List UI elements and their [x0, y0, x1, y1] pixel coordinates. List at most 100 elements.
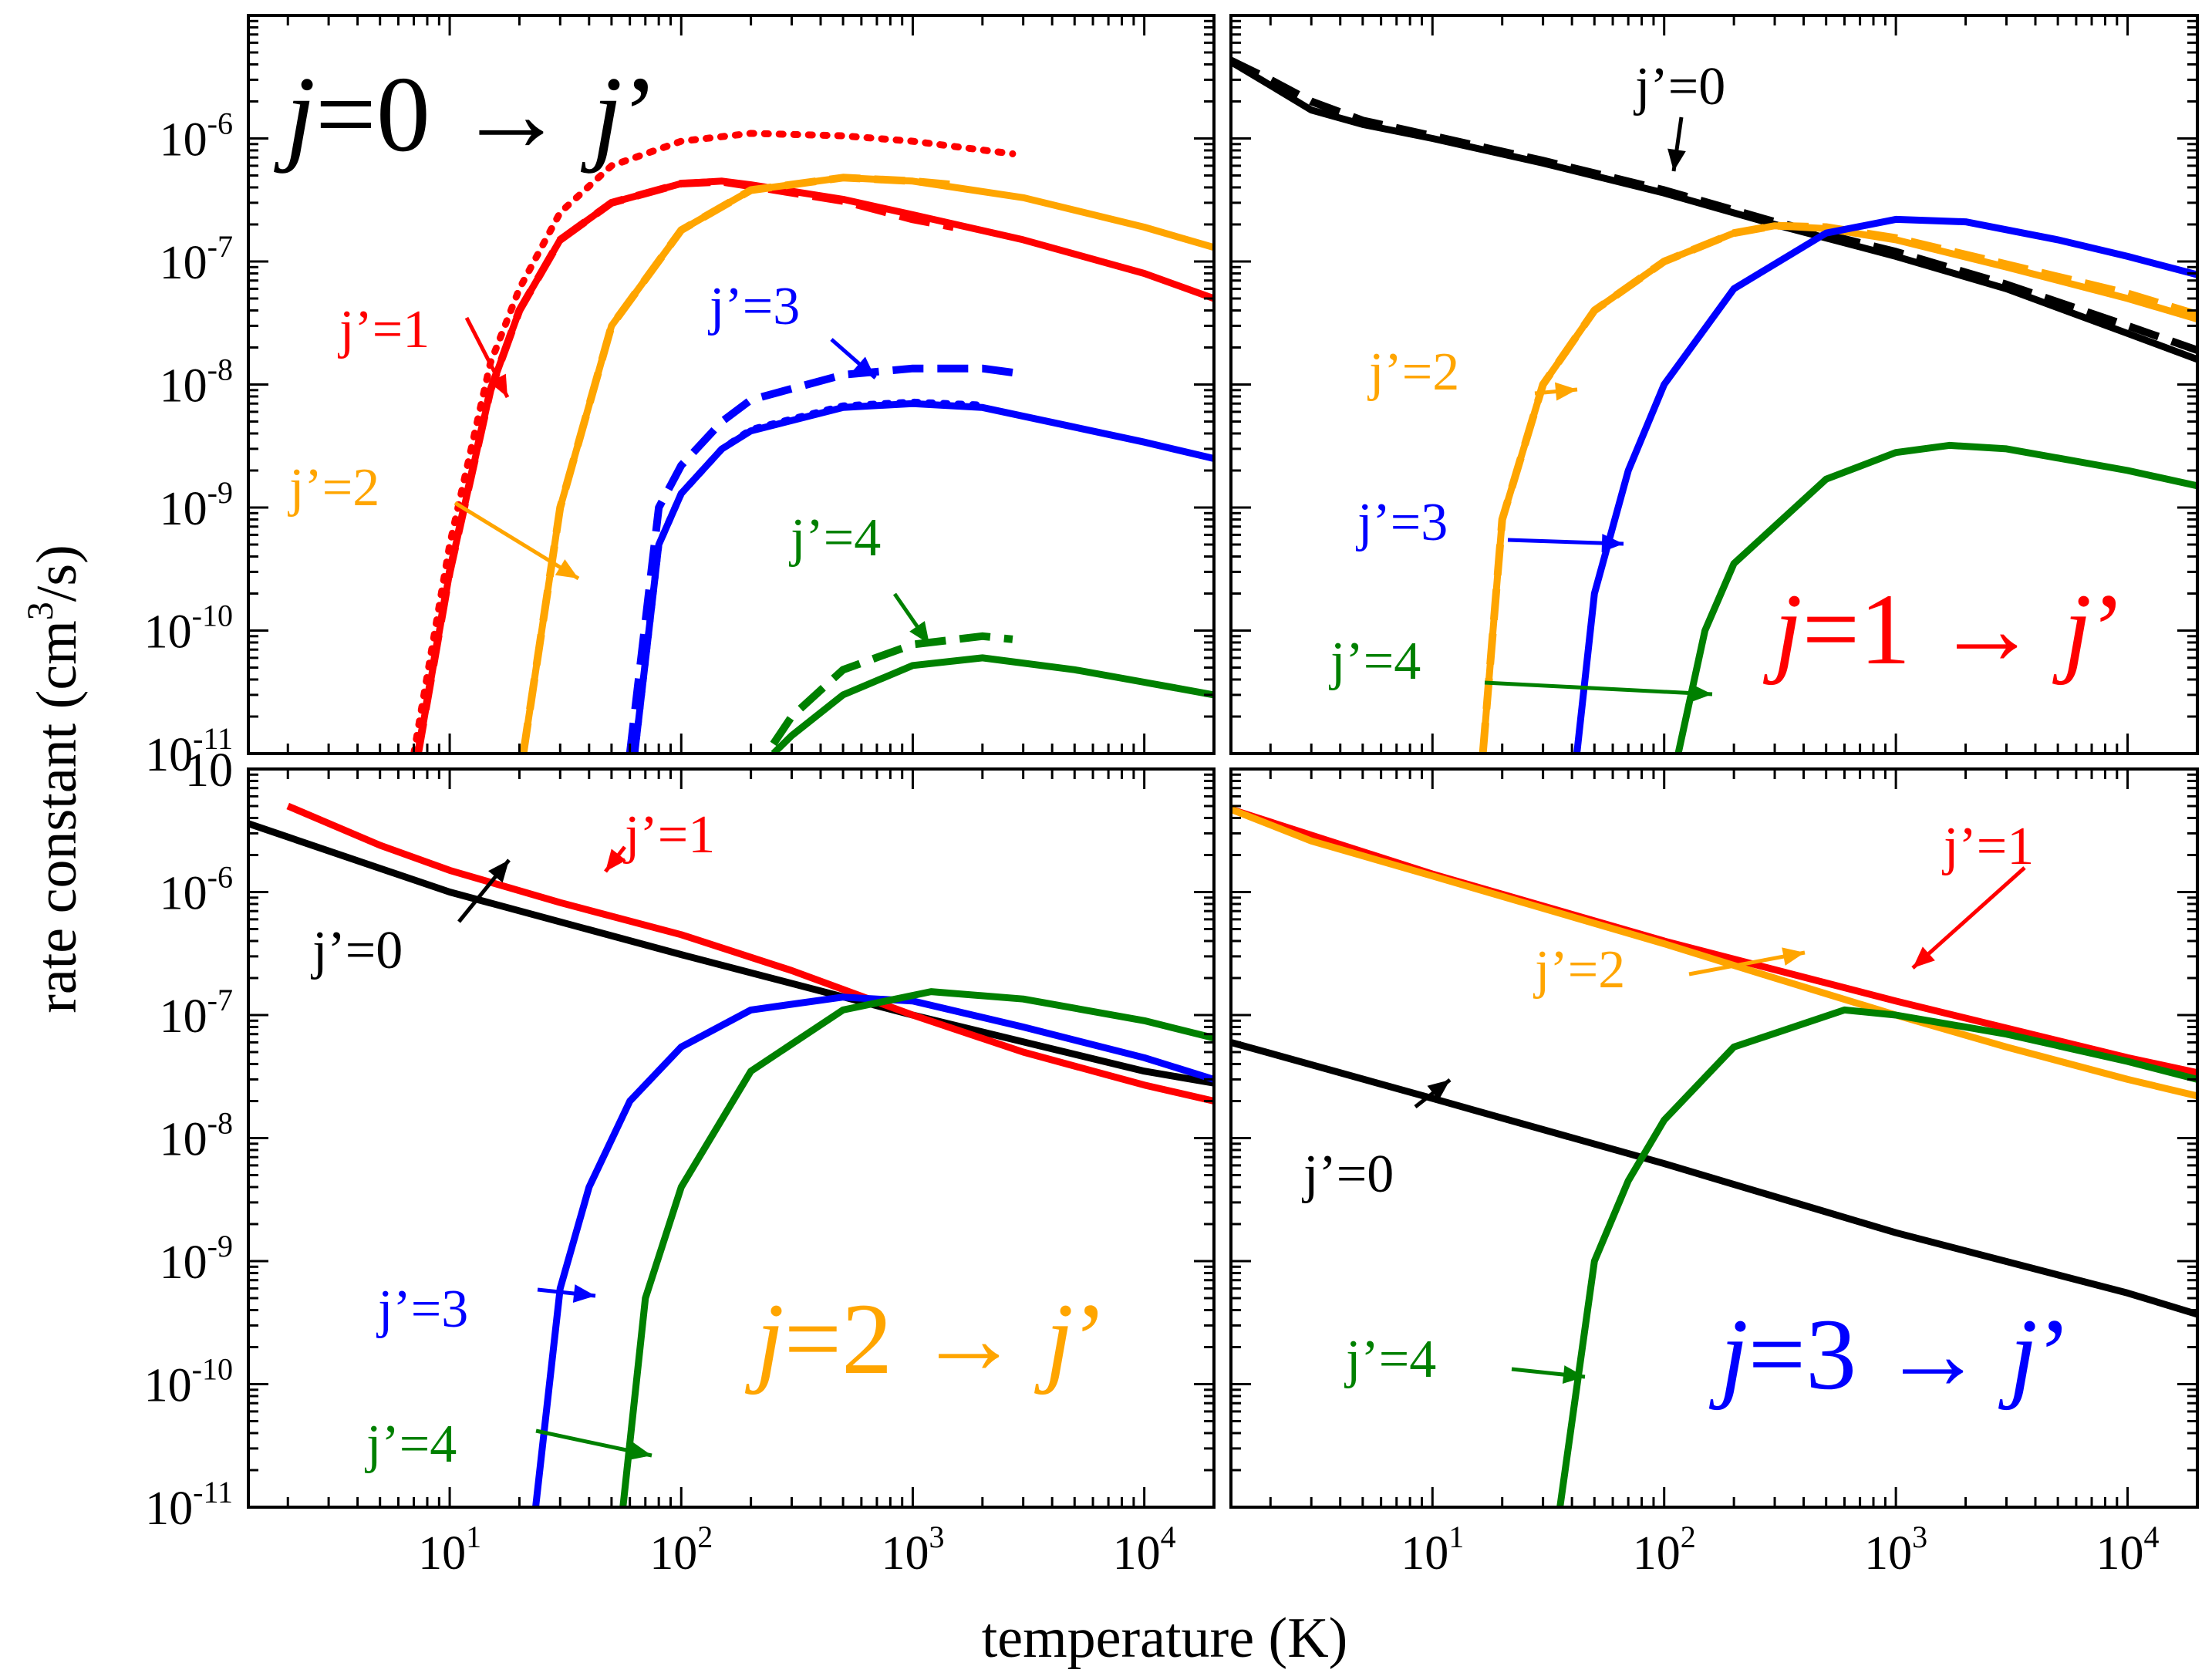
- series-line-0: [1231, 59, 2197, 363]
- annotation: j’=3: [1355, 493, 1624, 553]
- annotation-arrow-shaft: [1911, 866, 2026, 970]
- annotation-arrow-head: [853, 356, 875, 378]
- annotation: j’=4: [364, 1415, 652, 1474]
- annotation-label: j’=0: [1301, 1145, 1394, 1204]
- y-tick-label: 10-6: [160, 860, 233, 920]
- y-tick-label: 10-8: [160, 352, 233, 413]
- series-line-5: [631, 400, 1214, 754]
- annotation: j’=4: [1328, 632, 1713, 703]
- annotation-arrow-head: [909, 621, 929, 644]
- series-line-2: [1231, 806, 2197, 1100]
- panel-top-right: j’=0 j’=2 j’=3 j’=4 j=1 → j’: [1229, 14, 2199, 755]
- series-line-2: [410, 130, 1017, 754]
- series-group: [1231, 57, 2197, 754]
- y-tick-label: 10-11: [145, 1475, 233, 1535]
- annotation-label: j’=3: [707, 277, 800, 336]
- series-line-7: [631, 398, 986, 754]
- annotation-label: j’=2: [287, 458, 379, 518]
- annotation-arrow-head: [1690, 683, 1712, 703]
- annotation: j’=3: [707, 277, 877, 379]
- series-line-1: [414, 177, 955, 754]
- annotation-label: j’=1: [622, 805, 715, 865]
- x-tick-label: 102: [649, 1520, 713, 1580]
- annotation: j’=4: [1344, 1330, 1586, 1389]
- figure-labels: rate constant (cm3/s) temperature (K): [20, 545, 1347, 1670]
- annotation-label: j’=1: [1941, 817, 2034, 876]
- series-line-4: [519, 174, 954, 754]
- annotation-arrow-head: [555, 559, 578, 578]
- annotation: j’=0: [1301, 1078, 1452, 1204]
- series-line-4: [1573, 215, 2197, 754]
- x-tick-label: 101: [1401, 1520, 1464, 1580]
- series-group: [248, 802, 1214, 1507]
- x-tick-label: 102: [1633, 1520, 1696, 1580]
- annotation: j’=2: [287, 458, 580, 581]
- y-tick-label: 10-7: [160, 229, 233, 289]
- x-tick-label: 101: [418, 1520, 481, 1580]
- panels: 10-610-710-810-910-1010-11j’=1j’=2j’=3j’…: [144, 14, 2199, 1580]
- annotation-label: j’=0: [1633, 57, 1725, 116]
- series-line-2: [532, 993, 1214, 1507]
- panel-title: j=0 → j’: [274, 55, 658, 174]
- x-axis-label: temperature (K): [982, 1607, 1348, 1670]
- annotation-arrow-head: [629, 1442, 652, 1460]
- annotation-label: j’=1: [337, 300, 430, 359]
- annotation-label: j’=4: [788, 508, 881, 568]
- annotation-arrow-head: [1601, 534, 1624, 553]
- ticks: [248, 14, 1216, 755]
- y-tick-label: 10-9: [160, 1229, 233, 1289]
- annotation: j’=1: [337, 300, 510, 399]
- annotation-label: j’=2: [1533, 940, 1625, 1000]
- series-group: [1231, 806, 2197, 1507]
- series-line-0: [248, 820, 1214, 1087]
- y-tick-label: 10-11: [145, 721, 233, 781]
- x-tick-label: 104: [2096, 1520, 2160, 1580]
- series-line-0: [1231, 1039, 2197, 1318]
- annotation: j’=0: [1633, 57, 1725, 172]
- panel-top-left: 10-6 10-7 10-8 10-9 10-10 10-11 j’=1 j’=2 j’=3 j’…: [144, 14, 1216, 781]
- annotation-arrow-head: [572, 1284, 595, 1303]
- annotation: j’=0: [310, 858, 511, 980]
- series-line-6: [625, 364, 1013, 754]
- series-line-3: [1556, 1006, 2197, 1507]
- annotation-arrow-head: [1667, 148, 1686, 171]
- y-tick-label: 10-8: [160, 1106, 233, 1166]
- series-group: [410, 130, 1214, 754]
- annotation: j’=2: [1367, 342, 1578, 402]
- annotation-arrow-head: [488, 860, 509, 883]
- panel-frame: [1229, 14, 2199, 755]
- annotation: j’=4: [788, 508, 932, 646]
- annotation: j’=1: [604, 805, 715, 873]
- annotation-arrow-shaft: [454, 501, 580, 581]
- x-tick-label: 103: [881, 1520, 944, 1580]
- y-tick-label: 10-10: [144, 1352, 233, 1412]
- panel-title: j=1 → j’: [1762, 572, 2126, 686]
- annotation: j’=1: [1911, 817, 2034, 970]
- y-tick-label: 10-6: [160, 106, 233, 167]
- annotation: j’=2: [1533, 940, 1806, 1000]
- panel-bottom-left: 10 10-6 10-7 10-8 10-9 10-10 10-11 101 102 103 104…: [144, 744, 1216, 1580]
- annotation-label: j’=3: [376, 1280, 468, 1339]
- annotation-arrow-head: [1555, 382, 1577, 401]
- annotation-label: j’=4: [1344, 1330, 1436, 1389]
- y-tick-label: 10-7: [160, 983, 233, 1043]
- y-tick-label: 10-9: [160, 475, 233, 535]
- panel-frame: [247, 14, 1216, 755]
- panel-bottom-right: 101 102 103 104 j’=1 j’=2 j’=0 j’=4 j=3 → j’: [1229, 767, 2199, 1580]
- series-line-8: [770, 654, 1214, 754]
- panel-title: j=2 → j’: [744, 1282, 1108, 1395]
- y-tick-label: 10-10: [144, 599, 233, 659]
- y-tick-label: 10: [185, 744, 233, 797]
- annotation-arrow-shaft: [1484, 680, 1713, 697]
- panel-frame: [1229, 767, 2199, 1509]
- annotation-arrow-head: [1782, 947, 1805, 966]
- annotation-label: j’=0: [310, 921, 403, 980]
- annotation: j’=3: [376, 1280, 596, 1339]
- ticks: [1231, 767, 2199, 1509]
- annotation-label: j’=4: [364, 1415, 457, 1474]
- x-tick-label: 104: [1113, 1520, 1176, 1580]
- annotation-label: j’=4: [1328, 632, 1421, 691]
- panel-frame: [247, 767, 1216, 1509]
- series-line-9: [770, 632, 1013, 747]
